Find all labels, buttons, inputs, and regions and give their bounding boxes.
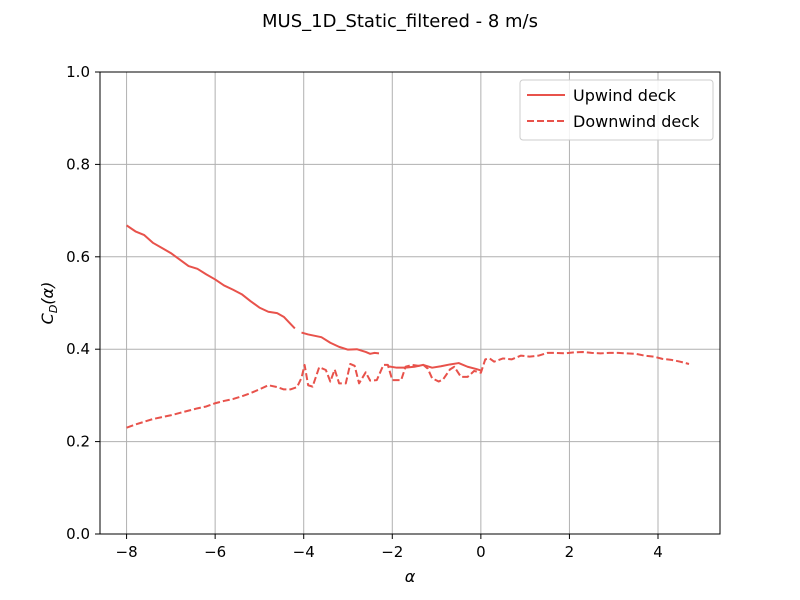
- y-axis-label-main: C: [38, 312, 57, 324]
- series-line-upwind-deck: [126, 224, 296, 330]
- y-tick-label: 1.0: [66, 63, 90, 81]
- x-axis-label-group: α: [405, 567, 416, 586]
- tick-layer: −8 −6 −4 −2 0 2 4 0.0 0.2 0.4 0.6 0.8 1.0: [66, 63, 663, 561]
- x-tick-label: −2: [381, 543, 403, 561]
- legend-label-upwind: Upwind deck: [573, 86, 677, 105]
- legend-label-downwind: Downwind deck: [573, 112, 700, 131]
- legend-box: [519, 79, 714, 141]
- y-tick-label: 0.0: [66, 525, 90, 543]
- legend: Upwind deck Downwind deck: [519, 79, 714, 141]
- plot-frame: [99, 71, 721, 535]
- y-axis-label-suffix: (α): [38, 282, 57, 305]
- series-line-downwind-deck: [126, 350, 690, 429]
- y-axis-label: CD(α): [38, 282, 60, 325]
- y-axis-label-group: CD(α): [38, 282, 60, 325]
- x-tick-label: 4: [653, 543, 663, 561]
- plot-area: −8 −6 −4 −2 0 2 4 0.0 0.2 0.4 0.6 0.8 1.0: [66, 63, 721, 561]
- x-tick-label: −4: [293, 543, 315, 561]
- y-tick-label: 0.4: [66, 340, 90, 358]
- y-axis-label-sub: D: [47, 305, 60, 313]
- series-layer: [126, 224, 690, 429]
- x-tick-label: 0: [476, 543, 486, 561]
- x-tick-label: −6: [204, 543, 226, 561]
- x-tick-label: −8: [116, 543, 138, 561]
- y-tick-label: 0.2: [66, 433, 90, 451]
- chart-title: MUS_1D_Static_filtered - 8 m/s: [262, 11, 538, 32]
- series-line-upwind-deck: [301, 331, 380, 355]
- series-line-upwind-deck: [387, 362, 482, 372]
- y-tick-label: 0.8: [66, 155, 90, 173]
- x-tick-label: 2: [565, 543, 575, 561]
- x-axis-label: α: [405, 567, 416, 586]
- y-tick-label: 0.6: [66, 248, 90, 266]
